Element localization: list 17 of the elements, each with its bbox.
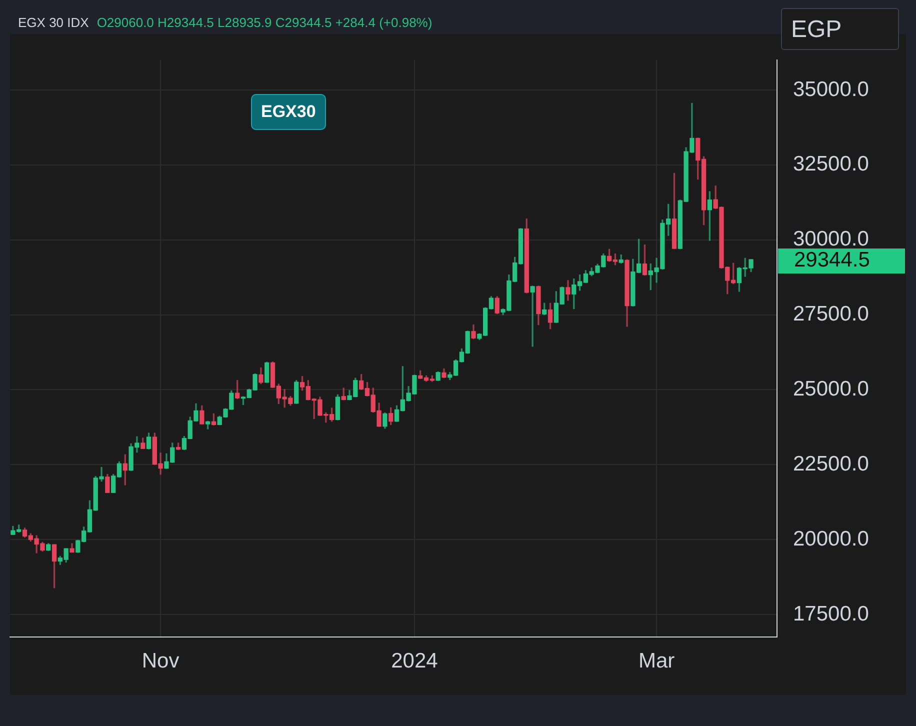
chart-title: EGX 30 IDX [18, 15, 89, 30]
y-tick-label: 35000.0 [793, 78, 869, 101]
y-tick-label: 27500.0 [793, 302, 869, 326]
y-tick-label: 32500.0 [793, 152, 869, 176]
x-tick-label: Mar [638, 649, 675, 672]
y-tick-label: 30000.0 [793, 228, 869, 251]
y-tick-label: 17500.0 [793, 602, 869, 626]
x-tick-label: Nov [142, 649, 180, 672]
y-axis-title: EGP [781, 8, 899, 50]
text: 29344.5 [794, 248, 870, 272]
text: O29060.0 H29344.5 L28935.9 C29344.5 +284.4 (+0.98%) [96, 15, 432, 30]
annotation: EGX30 [251, 94, 326, 130]
y-tick-label: 22500.0 [793, 452, 869, 476]
y-tick-label: 20000.0 [793, 527, 869, 550]
y-tick-label: 25000.0 [793, 378, 869, 401]
x-tick-label: 2024 [391, 649, 438, 672]
candlestick [530, 286, 535, 347]
